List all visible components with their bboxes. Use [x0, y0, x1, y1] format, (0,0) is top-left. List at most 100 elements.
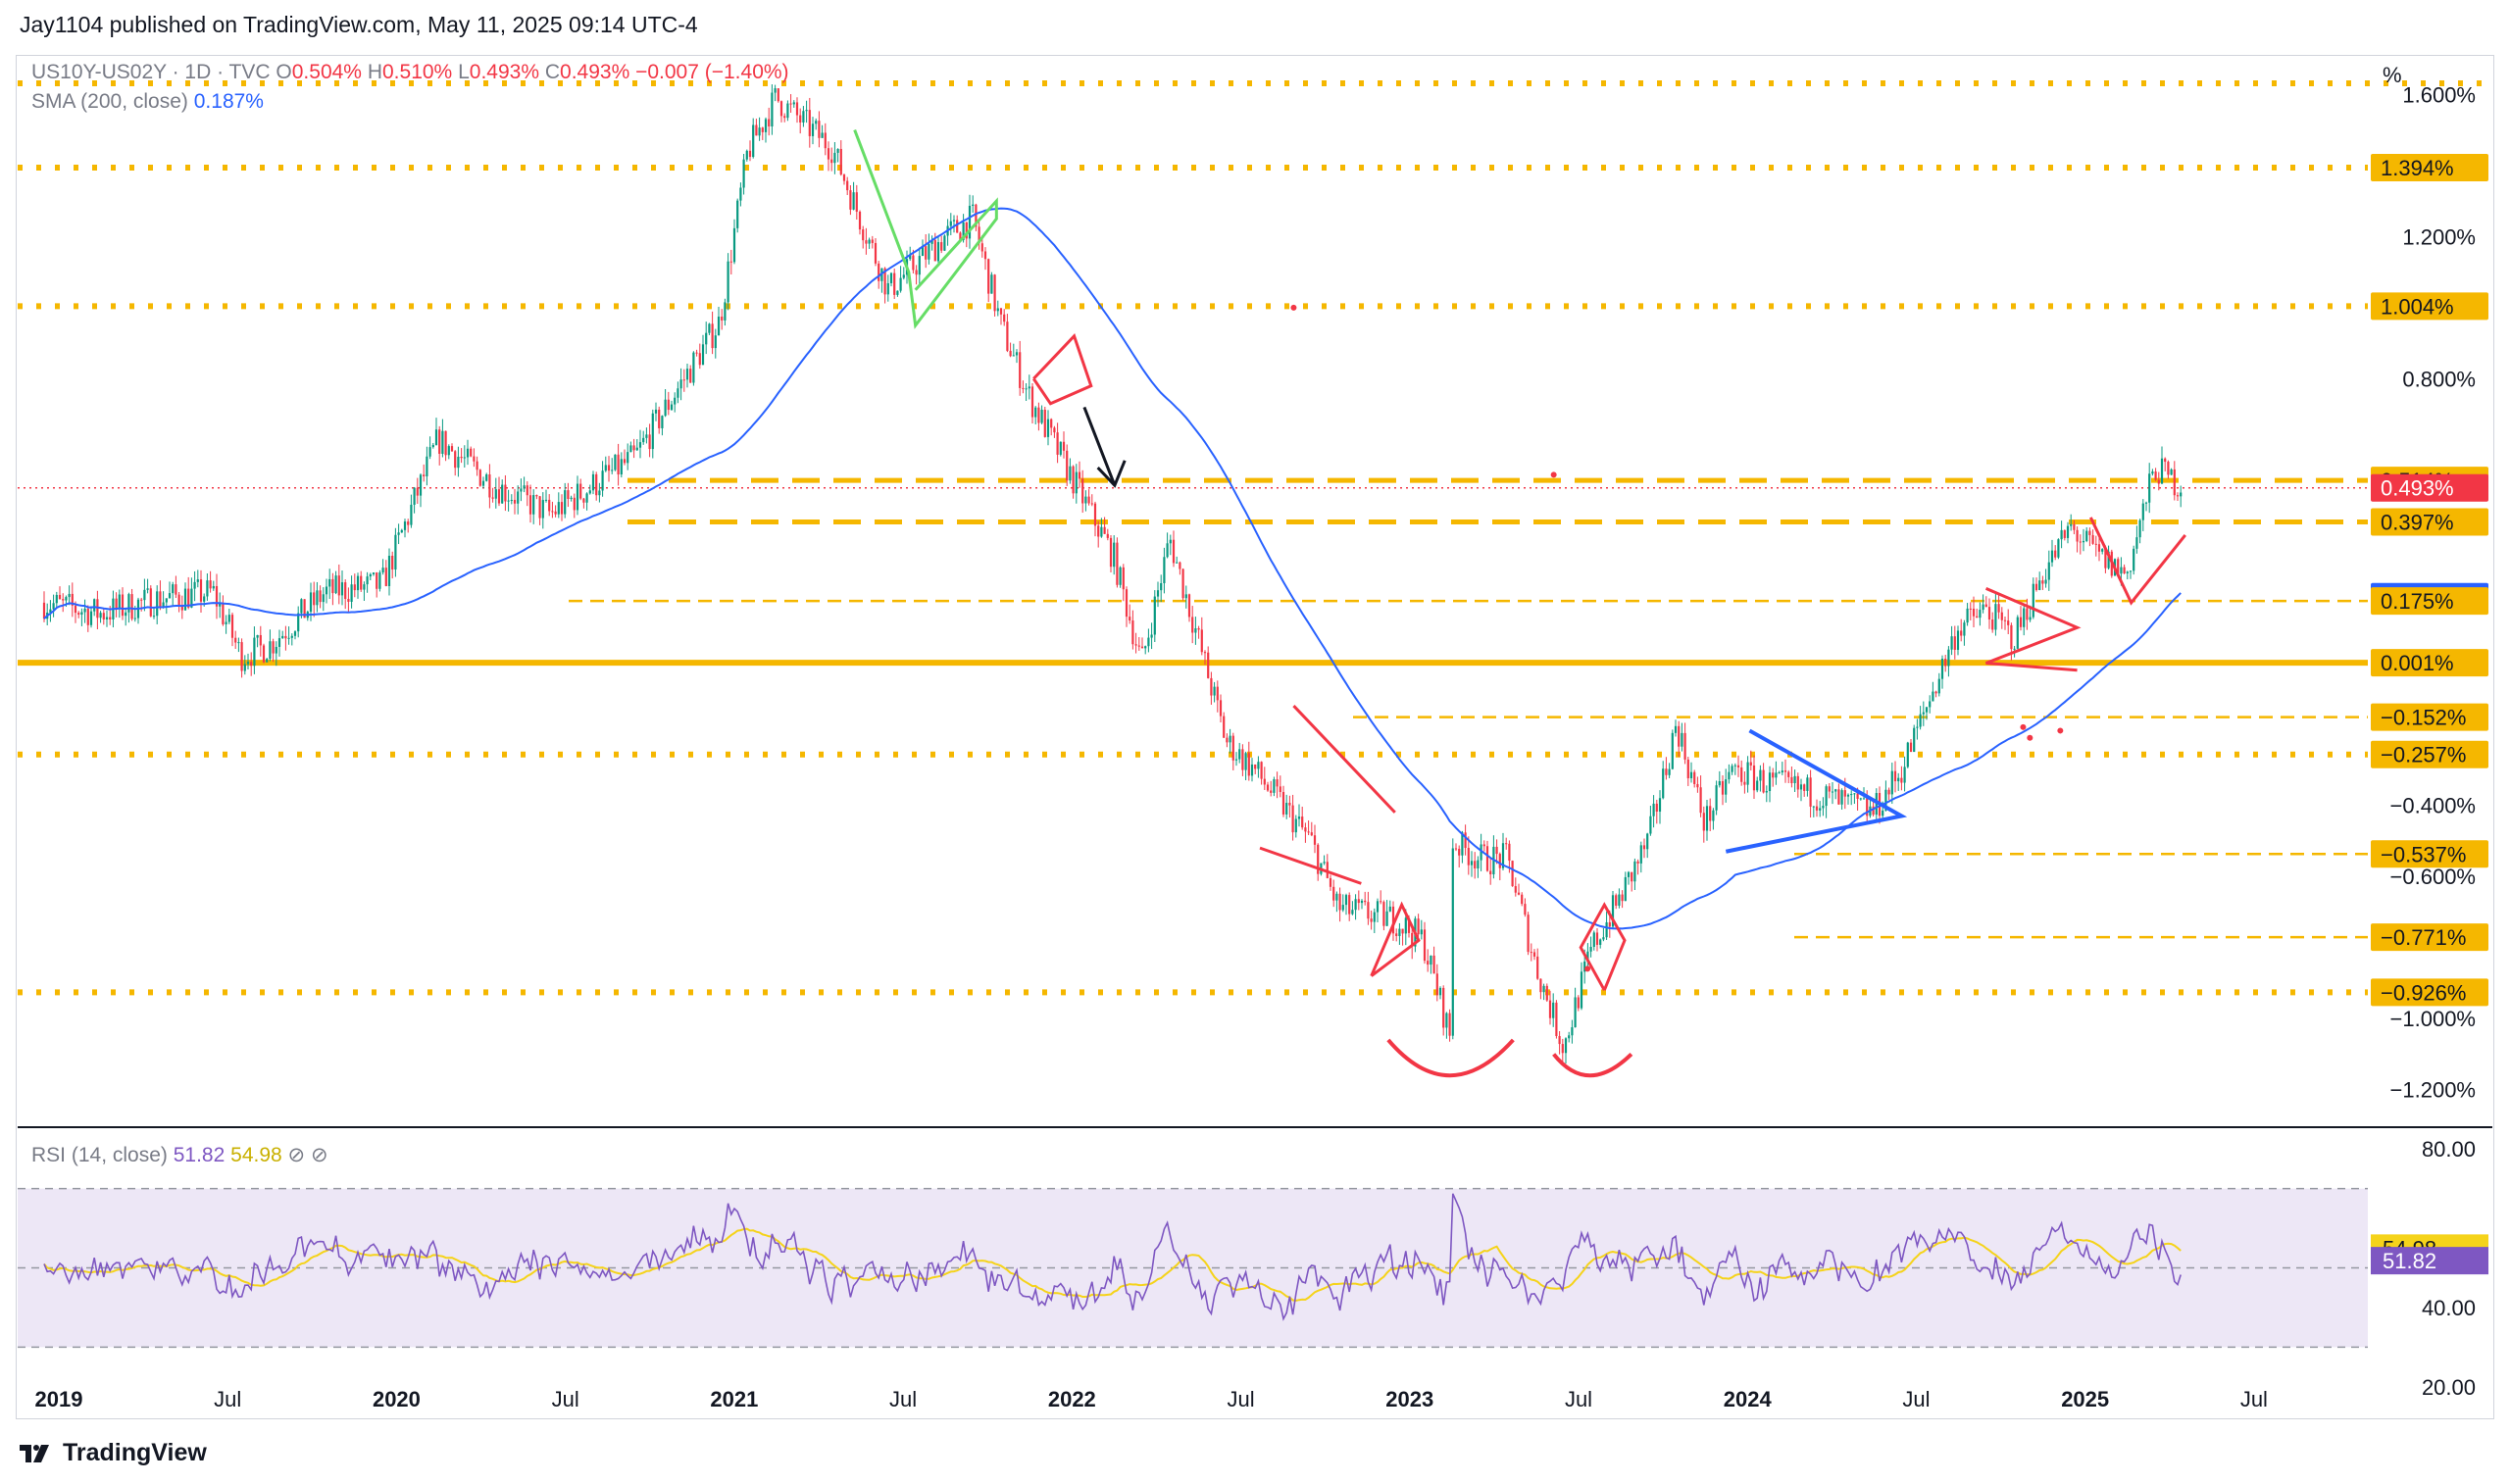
candle-body: [1430, 955, 1432, 965]
candle-body: [1655, 803, 1658, 813]
candle-body: [865, 240, 868, 244]
candle-body: [915, 270, 918, 275]
candle-body: [2104, 549, 2107, 569]
price-tag-text: 0.397%: [2381, 511, 2454, 535]
candle-body: [962, 222, 965, 240]
candle-body: [1595, 932, 1599, 945]
candle-body: [836, 148, 839, 153]
candle-body: [222, 603, 225, 624]
candle-body: [582, 498, 585, 503]
candle-body: [1787, 771, 1790, 777]
candle-body: [2032, 583, 2034, 618]
price-unit-label[interactable]: %: [2383, 63, 2402, 87]
candle-body: [243, 664, 246, 671]
candle-body: [1297, 816, 1301, 819]
candle-body: [513, 500, 517, 504]
candle-body: [748, 150, 752, 158]
candle-body: [654, 409, 658, 414]
candle-body: [1819, 808, 1822, 811]
candle-body: [1467, 848, 1470, 866]
price-tag-text: −0.537%: [2381, 842, 2466, 866]
candle-body: [2070, 524, 2073, 526]
candle-body: [1953, 636, 1956, 650]
candle-body: [193, 581, 196, 589]
candle-body: [579, 483, 582, 499]
x-tick-label: 2024: [1724, 1387, 1773, 1411]
candle-body: [1944, 659, 1947, 667]
candle-body: [1859, 798, 1862, 800]
candle-body: [1332, 886, 1335, 901]
candle-body: [849, 190, 852, 210]
candle-body: [2176, 495, 2180, 497]
candle-body: [1257, 762, 1260, 769]
x-tick-label: 2023: [1385, 1387, 1433, 1411]
candle-body: [1172, 539, 1176, 564]
candle-body: [815, 121, 818, 124]
candle-body: [1078, 471, 1081, 479]
candle-body: [1388, 906, 1391, 912]
candle-body: [1203, 652, 1207, 654]
candle-body: [1053, 427, 1056, 433]
candle-body: [1521, 894, 1524, 905]
candle-body: [1229, 735, 1231, 743]
candle-body: [2120, 567, 2123, 574]
candle-body: [1934, 691, 1937, 694]
candle-body: [340, 582, 344, 596]
price-tag-text: −0.771%: [2381, 925, 2466, 950]
candle-body: [517, 491, 520, 504]
candle-body: [627, 452, 629, 464]
candle-body: [1602, 937, 1605, 940]
rsi-layer: [43, 1193, 2182, 1321]
candle-body: [2148, 473, 2151, 503]
candle-body: [940, 242, 943, 251]
candle-body: [824, 132, 827, 149]
price-tag-text: 1.394%: [2381, 156, 2454, 180]
candle-body: [902, 274, 905, 278]
candle-body: [293, 631, 297, 636]
candle-body: [1689, 771, 1693, 778]
candle-body: [1223, 716, 1226, 738]
y-tick-label: −1.000%: [2390, 1007, 2476, 1031]
candle-body: [1815, 806, 1819, 811]
y-tick-label: −0.400%: [2390, 794, 2476, 818]
candle-body: [1401, 928, 1404, 934]
marker-dot: [1290, 304, 1297, 311]
candle-body: [1464, 832, 1467, 849]
candle-body: [1169, 539, 1172, 544]
candle-body: [1072, 466, 1075, 494]
candle-body: [1219, 700, 1223, 717]
candle-body: [1740, 767, 1743, 782]
candle-body: [1498, 854, 1501, 868]
visibility-icon[interactable]: ⊘: [287, 1144, 306, 1166]
rsi-legend[interactable]: RSI (14, close) 51.82 54.98 ⊘ ⊘: [31, 1143, 328, 1167]
candle-body: [219, 603, 222, 607]
x-tick-label: 2019: [35, 1387, 83, 1411]
red-arc-left: [1386, 1038, 1515, 1078]
candle-body: [1577, 997, 1580, 1009]
candle-body: [1715, 785, 1718, 811]
main-legend[interactable]: US10Y-US02Y · 1D · TVC O0.504% H0.510% L…: [31, 61, 789, 84]
candle-body: [297, 613, 300, 632]
candle-body: [246, 662, 250, 665]
settings-icon[interactable]: ⊘: [311, 1144, 328, 1166]
candle-body: [893, 272, 896, 295]
candle-body: [2050, 550, 2054, 563]
candle-body: [1244, 753, 1247, 770]
candle-body: [1511, 861, 1514, 887]
candle-body: [1956, 630, 1960, 650]
candle-body: [470, 448, 473, 457]
candle-body: [1618, 894, 1621, 906]
candle-body: [601, 470, 604, 491]
candle-body: [632, 445, 635, 451]
candle-body: [1834, 789, 1837, 792]
sma-legend[interactable]: SMA (200, close) 0.187%: [31, 90, 264, 114]
candle-body: [230, 615, 234, 638]
candle-body: [203, 596, 206, 602]
candle-body: [1081, 478, 1084, 504]
candle-body: [1163, 557, 1166, 584]
y-tick-label: −0.600%: [2390, 865, 2476, 889]
candle-body: [2000, 612, 2003, 620]
candle-body: [1665, 768, 1668, 775]
candle-body: [591, 473, 595, 491]
